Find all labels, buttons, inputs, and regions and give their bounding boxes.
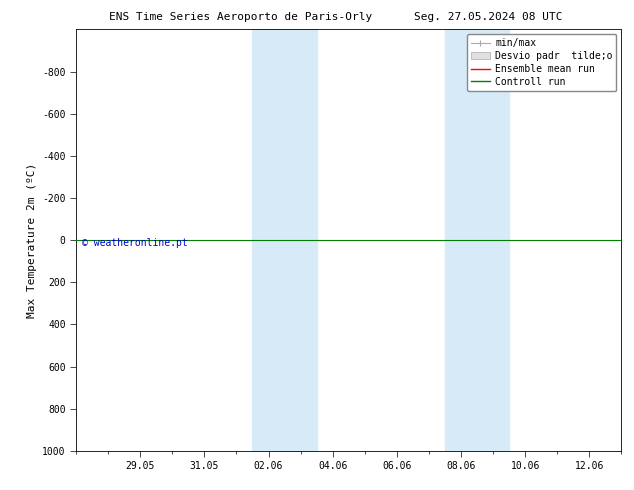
Y-axis label: Max Temperature 2m (ºC): Max Temperature 2m (ºC)	[27, 163, 37, 318]
Bar	[445, 29, 509, 451]
Text: ENS Time Series Aeroporto de Paris-Orly: ENS Time Series Aeroporto de Paris-Orly	[109, 12, 373, 22]
Text: Seg. 27.05.2024 08 UTC: Seg. 27.05.2024 08 UTC	[414, 12, 562, 22]
Bar	[252, 29, 316, 451]
Text: © weatheronline.pt: © weatheronline.pt	[82, 238, 187, 248]
Legend: min/max, Desvio padr  tilde;o, Ensemble mean run, Controll run: min/max, Desvio padr tilde;o, Ensemble m…	[467, 34, 616, 91]
